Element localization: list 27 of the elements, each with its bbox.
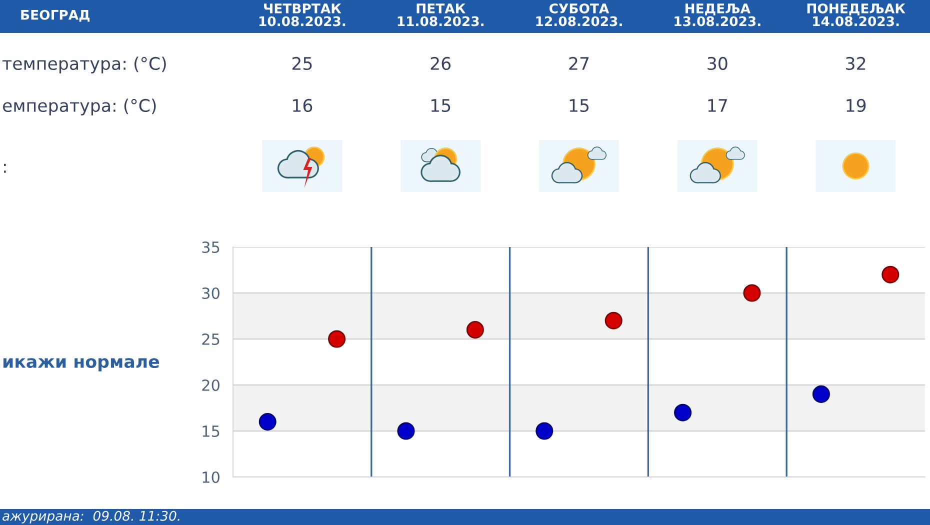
data-label: 17: [708, 99, 727, 112]
text: :: [4, 164, 6, 173]
text: ПОНЕДЕЉАК 14.08.2023.: [807, 3, 906, 26]
text: ПЕТАК 11.08.2023.: [398, 4, 484, 26]
data-label: 25: [292, 56, 312, 70]
data-label: 30: [708, 56, 728, 70]
text: температура: (°C): [2, 56, 166, 74]
y-tick-label: 25: [202, 333, 220, 346]
y-tick-label: 15: [202, 426, 220, 438]
text: СУБОТА 12.08.2023.: [536, 3, 622, 26]
text: ЧЕТВРТАК 10.08.2023.: [259, 4, 346, 26]
text: БЕОГРАД: [21, 10, 90, 22]
y-tick-label: 35: [202, 241, 220, 254]
y-tick-label: 10: [202, 471, 220, 484]
data-label: 32: [846, 56, 866, 70]
text: емпература: (°C): [2, 98, 156, 116]
text: ажурирана: 09.08. 11:30.: [2, 510, 180, 524]
data-label: 15: [431, 99, 450, 112]
data-label: 27: [569, 56, 589, 70]
text: НЕДЕЉА 13.08.2023.: [674, 4, 760, 26]
text: икажи нормале: [3, 358, 160, 372]
data-label: 15: [570, 99, 589, 112]
data-label: 19: [846, 98, 866, 112]
y-tick-label: 20: [202, 379, 220, 392]
y-tick-label: 30: [202, 287, 220, 300]
data-label: 26: [430, 56, 451, 70]
data-label: 16: [293, 98, 312, 112]
